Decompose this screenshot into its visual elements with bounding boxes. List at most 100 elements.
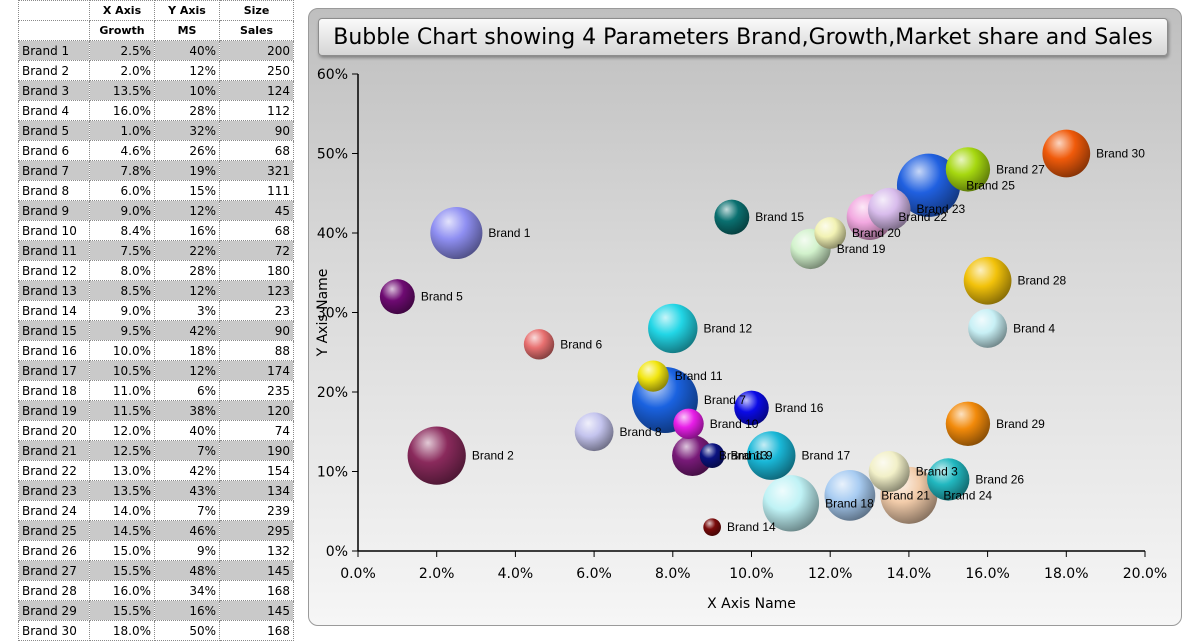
brand-cell: Brand 20	[18, 420, 90, 441]
bubble-brand-17	[746, 431, 796, 480]
brand-cell: Brand 1	[18, 40, 90, 61]
value-cell: 145	[219, 560, 294, 581]
y-tick-label: 0%	[326, 544, 348, 560]
value-cell: 32%	[154, 120, 220, 141]
value-cell: 10.0%	[89, 340, 155, 361]
value-cell: 14.0%	[89, 500, 155, 521]
bubble-label: Brand 21	[881, 488, 930, 502]
bubble-brand-5	[379, 279, 415, 315]
value-cell: 1.0%	[89, 120, 155, 141]
y-tick-label: 20%	[317, 385, 348, 401]
value-cell: 16%	[154, 600, 220, 621]
bubble-label: Brand 30	[1096, 147, 1145, 161]
brand-cell: Brand 16	[18, 340, 90, 361]
bubble-brand-28	[963, 256, 1012, 305]
bubble-label: Brand 6	[560, 337, 602, 351]
table-row: Brand 23 13.5% 43% 134	[18, 480, 294, 501]
x-tick-label: 4.0%	[498, 566, 534, 582]
value-cell: 18%	[154, 340, 220, 361]
x-tick-label: 18.0%	[1044, 566, 1088, 582]
brand-cell: Brand 14	[18, 300, 90, 321]
value-cell: 10%	[154, 80, 220, 101]
brand-cell: Brand 29	[18, 600, 90, 621]
bubble-brand-27	[945, 147, 991, 192]
brand-cell: Brand 18	[18, 380, 90, 401]
value-cell: 12%	[154, 280, 220, 301]
value-cell: 200	[219, 40, 294, 61]
value-cell: 134	[219, 480, 294, 501]
x-tick-label: 16.0%	[965, 566, 1009, 582]
bubble-label: Brand 18	[825, 496, 874, 510]
brand-cell: Brand 7	[18, 160, 90, 181]
brand-cell: Brand 10	[18, 220, 90, 241]
table-row: Brand 5 1.0% 32% 90	[18, 120, 294, 141]
value-cell: 295	[219, 520, 294, 541]
value-cell: 16%	[154, 220, 220, 241]
value-cell: 12.0%	[89, 420, 155, 441]
value-cell: 9.0%	[89, 200, 155, 221]
bubble-brand-8	[574, 412, 614, 452]
value-cell: 90	[219, 320, 294, 341]
value-cell: 123	[219, 280, 294, 301]
brand-cell: Brand 19	[18, 400, 90, 421]
table-header-row: Growth MS Sales	[18, 20, 294, 41]
bubble-brand-26	[927, 458, 970, 501]
value-cell: 26%	[154, 140, 220, 161]
brand-cell: Brand 23	[18, 480, 90, 501]
value-cell: 90	[219, 120, 294, 141]
x-axis-title: X Axis Name	[707, 596, 796, 612]
value-cell: 235	[219, 380, 294, 401]
value-cell: 16.0%	[89, 100, 155, 121]
bubble-label: Brand 4	[1013, 321, 1055, 335]
value-cell: 15.5%	[89, 600, 155, 621]
table-header-cell	[18, 0, 90, 21]
table-header-row: X Axis Y Axis Size	[18, 0, 294, 21]
table-row: Brand 1 2.5% 40% 200	[18, 40, 294, 61]
value-cell: 46%	[154, 520, 220, 541]
value-cell: 8.4%	[89, 220, 155, 241]
value-cell: 68	[219, 220, 294, 241]
value-cell: 74	[219, 420, 294, 441]
y-tick-label: 30%	[317, 306, 348, 322]
bubble-brand-1	[430, 206, 483, 260]
brand-cell: Brand 11	[18, 240, 90, 261]
table-header-cell: Size	[219, 0, 294, 21]
table-row: Brand 29 15.5% 16% 145	[18, 600, 294, 621]
chart-area	[308, 8, 1182, 626]
brand-cell: Brand 5	[18, 120, 90, 141]
bubble-label: Brand 11	[675, 369, 723, 383]
bubble-label: Brand 10	[710, 417, 759, 431]
table-row: Brand 19 11.5% 38% 120	[18, 400, 294, 421]
table-row: Brand 16 10.0% 18% 88	[18, 340, 294, 361]
value-cell: 45	[219, 200, 294, 221]
bubble-brand-23	[867, 187, 911, 231]
bubbles	[379, 129, 1091, 536]
table-row: Brand 6 4.6% 26% 68	[18, 140, 294, 161]
x-tick-label: 2.0%	[419, 566, 455, 582]
x-tick-label: 6.0%	[576, 566, 612, 582]
value-cell: 40%	[154, 40, 220, 61]
bubble-label: Brand 14	[727, 520, 776, 534]
bubble-brand-30	[1042, 129, 1091, 178]
value-cell: 7.8%	[89, 160, 155, 181]
bubble-label: Brand 3	[916, 465, 958, 479]
table-row: Brand 9 9.0% 12% 45	[18, 200, 294, 221]
bubble-label: Brand 26	[975, 472, 1024, 486]
bubble-label: Brand 29	[996, 417, 1045, 431]
value-cell: 9%	[154, 540, 220, 561]
value-cell: 9.5%	[89, 320, 155, 341]
table-header-cell: Sales	[219, 20, 294, 41]
brand-cell: Brand 6	[18, 140, 90, 161]
chart-title: Bubble Chart showing 4 Parameters Brand,…	[318, 18, 1168, 56]
x-tick-label: 14.0%	[887, 566, 931, 582]
value-cell: 48%	[154, 560, 220, 581]
y-axis-title: Y Axis Name	[315, 269, 331, 358]
brand-cell: Brand 27	[18, 560, 90, 581]
x-tick-label: 0.0%	[340, 566, 376, 582]
value-cell: 8.0%	[89, 260, 155, 281]
bubble-label: Brand 27	[996, 162, 1045, 176]
value-cell: 168	[219, 580, 294, 601]
value-cell: 10.5%	[89, 360, 155, 381]
x-tick-label: 8.0%	[655, 566, 691, 582]
